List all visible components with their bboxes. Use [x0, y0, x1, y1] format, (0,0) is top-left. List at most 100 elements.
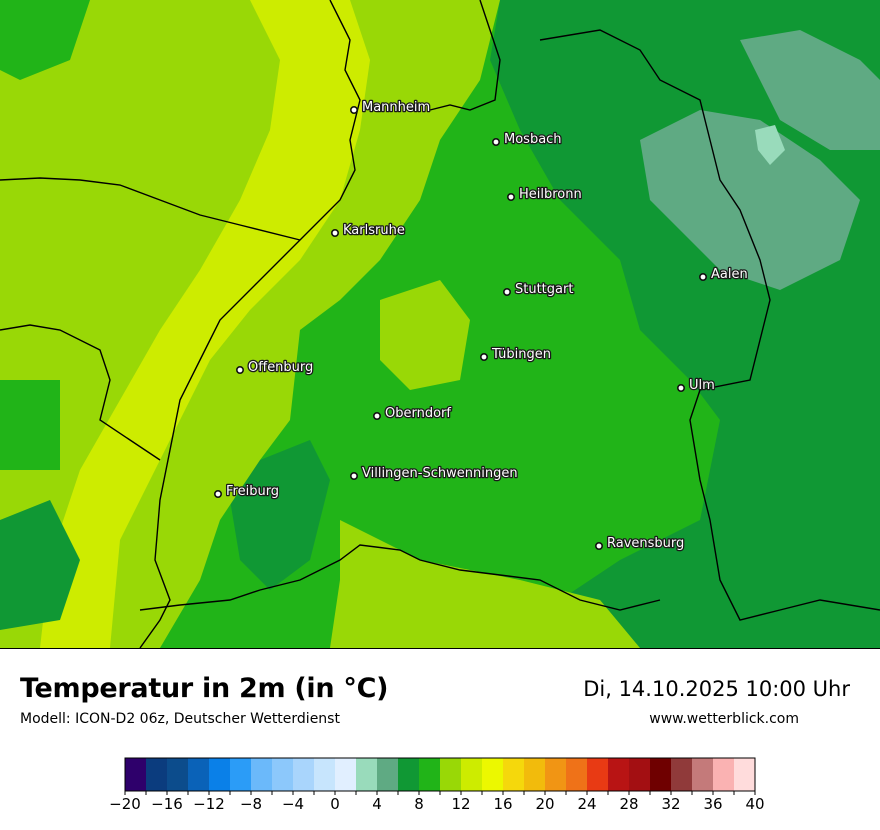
region-rhine-valley: [40, 0, 370, 648]
border-north: [429, 0, 501, 111]
footer: Temperatur in 2m (in °C) Modell: ICON-D2…: [0, 649, 880, 830]
scale-swatch: [650, 758, 672, 791]
city-mosbach: Mosbach: [491, 131, 563, 148]
forecast-datetime: Di, 14.10.2025 10:00 Uhr: [583, 677, 850, 701]
border-south: [139, 544, 661, 611]
city-villingen-schwenningen: Villingen-Schwenningen: [349, 465, 519, 482]
scale-swatch: [209, 758, 231, 791]
scale-swatch: [713, 758, 735, 791]
region-vosges-green: [0, 380, 60, 470]
scale-tick-label: 32: [661, 795, 680, 813]
border-east: [539, 29, 880, 621]
city-marker: [698, 272, 707, 281]
city-label: Stuttgart: [515, 282, 573, 297]
scale-swatch: [293, 758, 315, 791]
city-marker: [479, 352, 488, 361]
scale-swatch: [566, 758, 588, 791]
scale-swatch: [188, 758, 210, 791]
city-label: Ravensburg: [607, 536, 684, 551]
scale-tick-label: −8: [240, 795, 262, 813]
city-marker: [491, 138, 500, 147]
region-southwest-green: [0, 500, 80, 630]
scale-swatch: [461, 758, 483, 791]
city-label: Aalen: [711, 267, 748, 282]
city-mannheim: Mannheim: [349, 99, 431, 116]
city-label: Karlsruhe: [343, 223, 405, 238]
region-lightgreen-center: [380, 280, 470, 390]
scale-tick-label: 12: [451, 795, 470, 813]
city-marker: [236, 365, 245, 374]
city-offenburg: Offenburg: [236, 359, 315, 376]
scale-swatch: [272, 758, 294, 791]
scale-swatch: [146, 758, 168, 791]
temperature-map: Mannheim Mosbach Heilbronn Karlsruhe Aalen St…: [0, 0, 880, 649]
scale-swatch: [419, 758, 441, 791]
scale-swatch: [335, 758, 357, 791]
scale-tick-label: −12: [193, 795, 225, 813]
city-marker: [349, 471, 358, 480]
city-label: Offenburg: [248, 360, 313, 375]
model-info: Modell: ICON-D2 06z, Deutscher Wetterdie…: [20, 711, 340, 727]
scale-swatch: [734, 758, 756, 791]
scale-swatch: [440, 758, 462, 791]
city-label: Mosbach: [504, 132, 562, 147]
scale-tick-label: 8: [414, 795, 424, 813]
borders: [0, 0, 880, 648]
border-rhine: [139, 0, 361, 648]
city-t-bingen: Tübingen: [479, 346, 552, 363]
color-scale: −20 −16 −12 −8 −4 0 4 8 12 16 20 24 28 32 36 40: [109, 757, 765, 813]
city-marker: [594, 541, 603, 550]
city-label: Ulm: [689, 378, 715, 393]
region-northwest-green: [0, 0, 90, 80]
city-marker: [330, 229, 339, 238]
scale-swatch: [314, 758, 336, 791]
scale-tick-label: 16: [493, 795, 512, 813]
scale-tick-label: 24: [577, 795, 596, 813]
scale-tick-label: −16: [151, 795, 183, 813]
scale-swatch: [398, 758, 420, 791]
scale-swatch: [503, 758, 525, 791]
scale-tick-label: 36: [703, 795, 722, 813]
scale-tick-label: 4: [372, 795, 382, 813]
scale-swatch: [524, 758, 546, 791]
city-oberndorf: Oberndorf: [372, 405, 453, 422]
city-label: Oberndorf: [385, 406, 451, 421]
city-marker: [349, 106, 358, 115]
city-layer: Mannheim Mosbach Heilbronn Karlsruhe Aalen St…: [214, 99, 749, 552]
region-blackforest: [230, 440, 330, 590]
scale-swatch: [230, 758, 252, 791]
city-marker: [676, 383, 685, 392]
scale-swatch: [692, 758, 714, 791]
region-coolest-spot: [755, 125, 785, 165]
scale-swatch: [356, 758, 378, 791]
map-canvas: Mannheim Mosbach Heilbronn Karlsruhe Aalen St…: [0, 0, 880, 648]
map-title: Temperatur in 2m (in °C): [20, 673, 389, 704]
city-marker: [502, 287, 511, 296]
city-marker: [372, 411, 381, 420]
scale-swatch: [629, 758, 651, 791]
website-link[interactable]: www.wetterblick.com: [649, 711, 799, 727]
city-label: Freiburg: [226, 484, 279, 499]
city-freiburg: Freiburg: [214, 483, 280, 500]
scale-swatch: [482, 758, 504, 791]
city-marker: [506, 193, 515, 202]
scale-tick-label: 20: [535, 795, 554, 813]
region-cool-east: [640, 110, 860, 290]
scale-swatch: [377, 758, 399, 791]
city-label: Mannheim: [362, 100, 430, 115]
scale-swatch: [671, 758, 693, 791]
city-karlsruhe: Karlsruhe: [330, 222, 406, 239]
scale-swatch: [587, 758, 609, 791]
scale-tick-label: −4: [282, 795, 304, 813]
city-marker: [214, 489, 223, 498]
city-label: Heilbronn: [519, 187, 582, 202]
city-ravensburg: Ravensburg: [594, 535, 686, 552]
scale-swatch: [125, 758, 147, 791]
city-label: Villingen-Schwenningen: [362, 466, 518, 481]
city-ulm: Ulm: [676, 377, 716, 394]
scale-swatch: [251, 758, 273, 791]
region-lightgreen-south: [330, 520, 640, 648]
scale-swatch: [608, 758, 630, 791]
scale-tick-label: −20: [109, 795, 141, 813]
city-label: Tübingen: [491, 347, 551, 362]
